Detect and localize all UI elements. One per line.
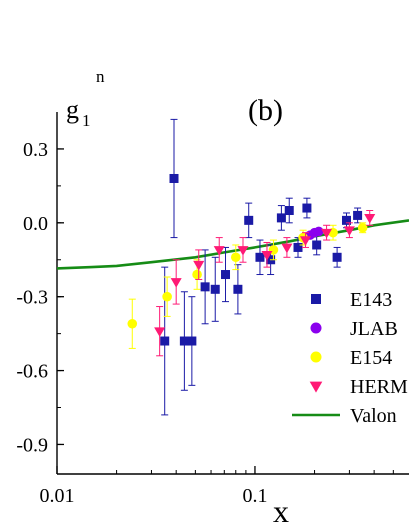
e143-point	[187, 336, 197, 346]
model-curve-layer	[56, 219, 409, 270]
herm-point	[193, 260, 205, 271]
e143-point	[160, 336, 170, 346]
herm-point	[321, 228, 333, 239]
legend-marker-jlab	[310, 322, 322, 334]
herm-point	[299, 236, 312, 246]
e143-point	[353, 210, 363, 220]
y-tick-label: 0.0	[23, 213, 48, 235]
e143-point	[179, 336, 189, 346]
herm-point	[364, 214, 376, 224]
e143-point	[332, 252, 342, 262]
e143-point	[255, 252, 265, 262]
jlab-point	[313, 226, 324, 237]
legend-marker-e143	[311, 294, 321, 304]
e143-point	[244, 215, 254, 225]
herm-point	[281, 243, 293, 254]
panel-label: (b)	[248, 94, 283, 127]
e143-point	[210, 284, 220, 294]
e143-point	[341, 215, 351, 225]
legend: E143 JLAB E154 HERM Valon	[292, 289, 408, 427]
e143-point	[200, 282, 210, 292]
herm-point	[170, 278, 182, 288]
x-tick-label: 0.01	[40, 485, 75, 507]
data-points-layer	[127, 118, 376, 416]
e143-point	[312, 240, 322, 250]
e143-point	[302, 203, 312, 213]
e143-point	[169, 173, 179, 183]
legend-marker-herm	[309, 381, 323, 393]
y-axis-title-superscript: n	[96, 67, 105, 86]
legend-label-e143: E143	[350, 289, 392, 311]
e143-point	[221, 270, 231, 280]
legend-label-e154: E154	[350, 347, 392, 369]
legend-label-valon: Valon	[350, 405, 397, 427]
axes-layer: 0.3 0.0 -0.3 -0.6 -0.9 0.01 0.1	[16, 112, 409, 507]
valon-curve	[56, 219, 409, 270]
e143-point	[276, 213, 286, 223]
e154-point	[230, 252, 241, 263]
y-tick-label: -0.9	[16, 434, 48, 456]
y-tick-label: -0.6	[16, 361, 48, 383]
x-tick-label: 0.1	[242, 485, 267, 507]
y-tick-label: -0.3	[16, 287, 48, 309]
herm-point	[261, 250, 273, 261]
legend-label-jlab: JLAB	[350, 318, 398, 340]
herm-point	[343, 226, 355, 236]
y-axis-title: g	[66, 95, 79, 124]
y-axis-title-subscript: 1	[82, 111, 91, 130]
herm-point	[154, 327, 166, 337]
e143-point	[284, 206, 294, 216]
e154-point	[162, 291, 172, 302]
e143-point	[293, 242, 303, 252]
herm-point	[237, 246, 249, 256]
herm-point	[213, 246, 225, 256]
y-axis-title-main: g	[66, 95, 79, 124]
legend-label-herm: HERM	[350, 376, 408, 398]
y-tick-label: 0.3	[23, 139, 48, 161]
e154-point	[127, 318, 138, 329]
e143-point	[233, 284, 243, 294]
x-axis-title: x	[273, 493, 289, 529]
legend-marker-e154	[310, 351, 322, 363]
e154-point	[357, 222, 368, 233]
e154-point	[192, 269, 202, 280]
